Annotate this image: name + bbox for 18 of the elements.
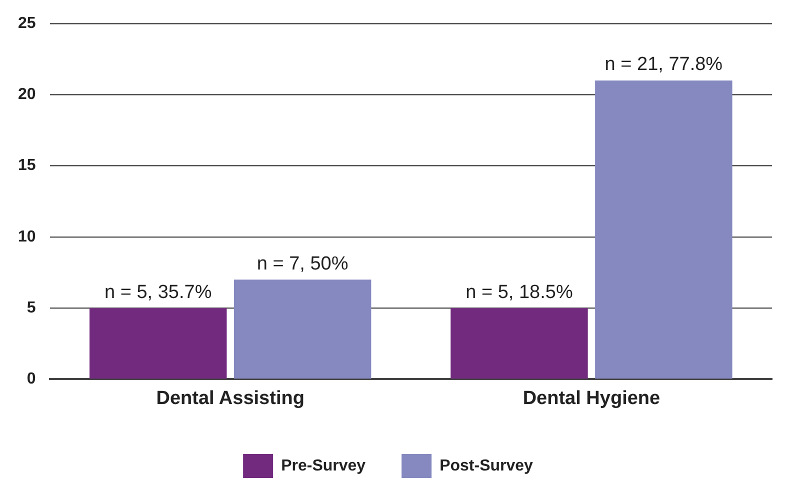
data-label: n = 21, 77.8% xyxy=(604,54,723,76)
data-label: n = 5, 18.5% xyxy=(466,282,573,303)
y-tick-label: 15 xyxy=(18,157,36,174)
bar xyxy=(595,80,732,379)
bar xyxy=(234,280,372,379)
data-label: n = 7, 50% xyxy=(256,253,348,274)
legend-label: Post-Survey xyxy=(440,457,534,474)
bar xyxy=(450,308,588,379)
legend-label: Pre-Survey xyxy=(281,457,366,474)
y-tick-label: 25 xyxy=(18,15,36,32)
x-tick-label: Dental Assisting xyxy=(156,388,304,409)
y-tick-label: 10 xyxy=(18,228,36,246)
x-tick-label: Dental Hygiene xyxy=(522,388,660,409)
y-tick-label: 20 xyxy=(18,86,36,104)
data-label: n = 5, 35.7% xyxy=(104,282,212,303)
y-tick-label: 0 xyxy=(26,370,36,388)
bar xyxy=(90,308,227,379)
y-tick-label: 5 xyxy=(26,299,36,316)
